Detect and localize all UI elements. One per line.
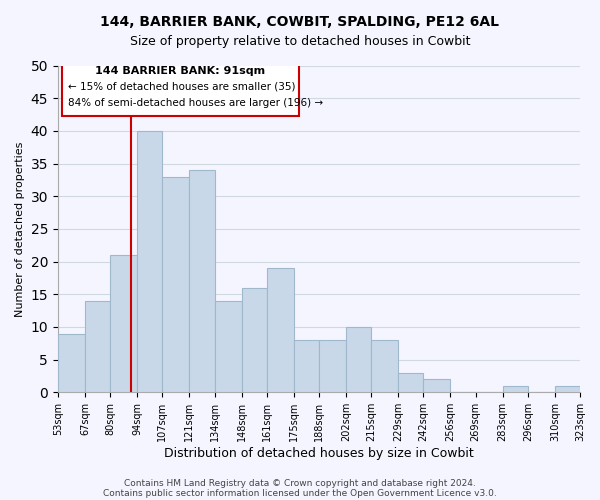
Bar xyxy=(163,176,190,392)
Text: 144 BARRIER BANK: 91sqm: 144 BARRIER BANK: 91sqm xyxy=(95,66,266,76)
X-axis label: Distribution of detached houses by size in Cowbit: Distribution of detached houses by size … xyxy=(164,447,474,460)
Text: Contains public sector information licensed under the Open Government Licence v3: Contains public sector information licen… xyxy=(103,488,497,498)
Bar xyxy=(267,268,294,392)
Bar xyxy=(294,340,319,392)
Text: Contains HM Land Registry data © Crown copyright and database right 2024.: Contains HM Land Registry data © Crown c… xyxy=(124,478,476,488)
Bar xyxy=(398,372,424,392)
Bar xyxy=(371,340,398,392)
Text: Size of property relative to detached houses in Cowbit: Size of property relative to detached ho… xyxy=(130,35,470,48)
Bar xyxy=(555,386,580,392)
Bar xyxy=(242,288,267,393)
Bar xyxy=(215,301,242,392)
Text: 84% of semi-detached houses are larger (196) →: 84% of semi-detached houses are larger (… xyxy=(68,98,323,108)
Y-axis label: Number of detached properties: Number of detached properties xyxy=(15,141,25,316)
FancyBboxPatch shape xyxy=(62,59,299,116)
Bar xyxy=(503,386,528,392)
Bar xyxy=(110,255,137,392)
Bar xyxy=(424,380,451,392)
Bar xyxy=(346,327,371,392)
Bar xyxy=(319,340,346,392)
Bar xyxy=(137,131,163,392)
Bar xyxy=(58,334,85,392)
Text: 144, BARRIER BANK, COWBIT, SPALDING, PE12 6AL: 144, BARRIER BANK, COWBIT, SPALDING, PE1… xyxy=(101,15,499,29)
Bar xyxy=(85,301,110,392)
Text: ← 15% of detached houses are smaller (35): ← 15% of detached houses are smaller (35… xyxy=(68,82,295,92)
Bar xyxy=(190,170,215,392)
